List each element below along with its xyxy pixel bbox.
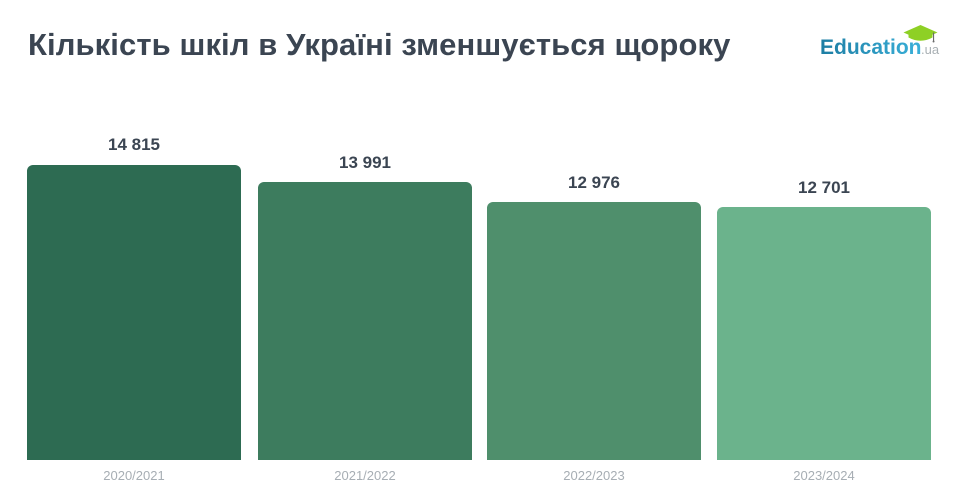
svg-text:Education: Education xyxy=(820,36,922,59)
svg-text:.ua: .ua xyxy=(921,42,940,57)
